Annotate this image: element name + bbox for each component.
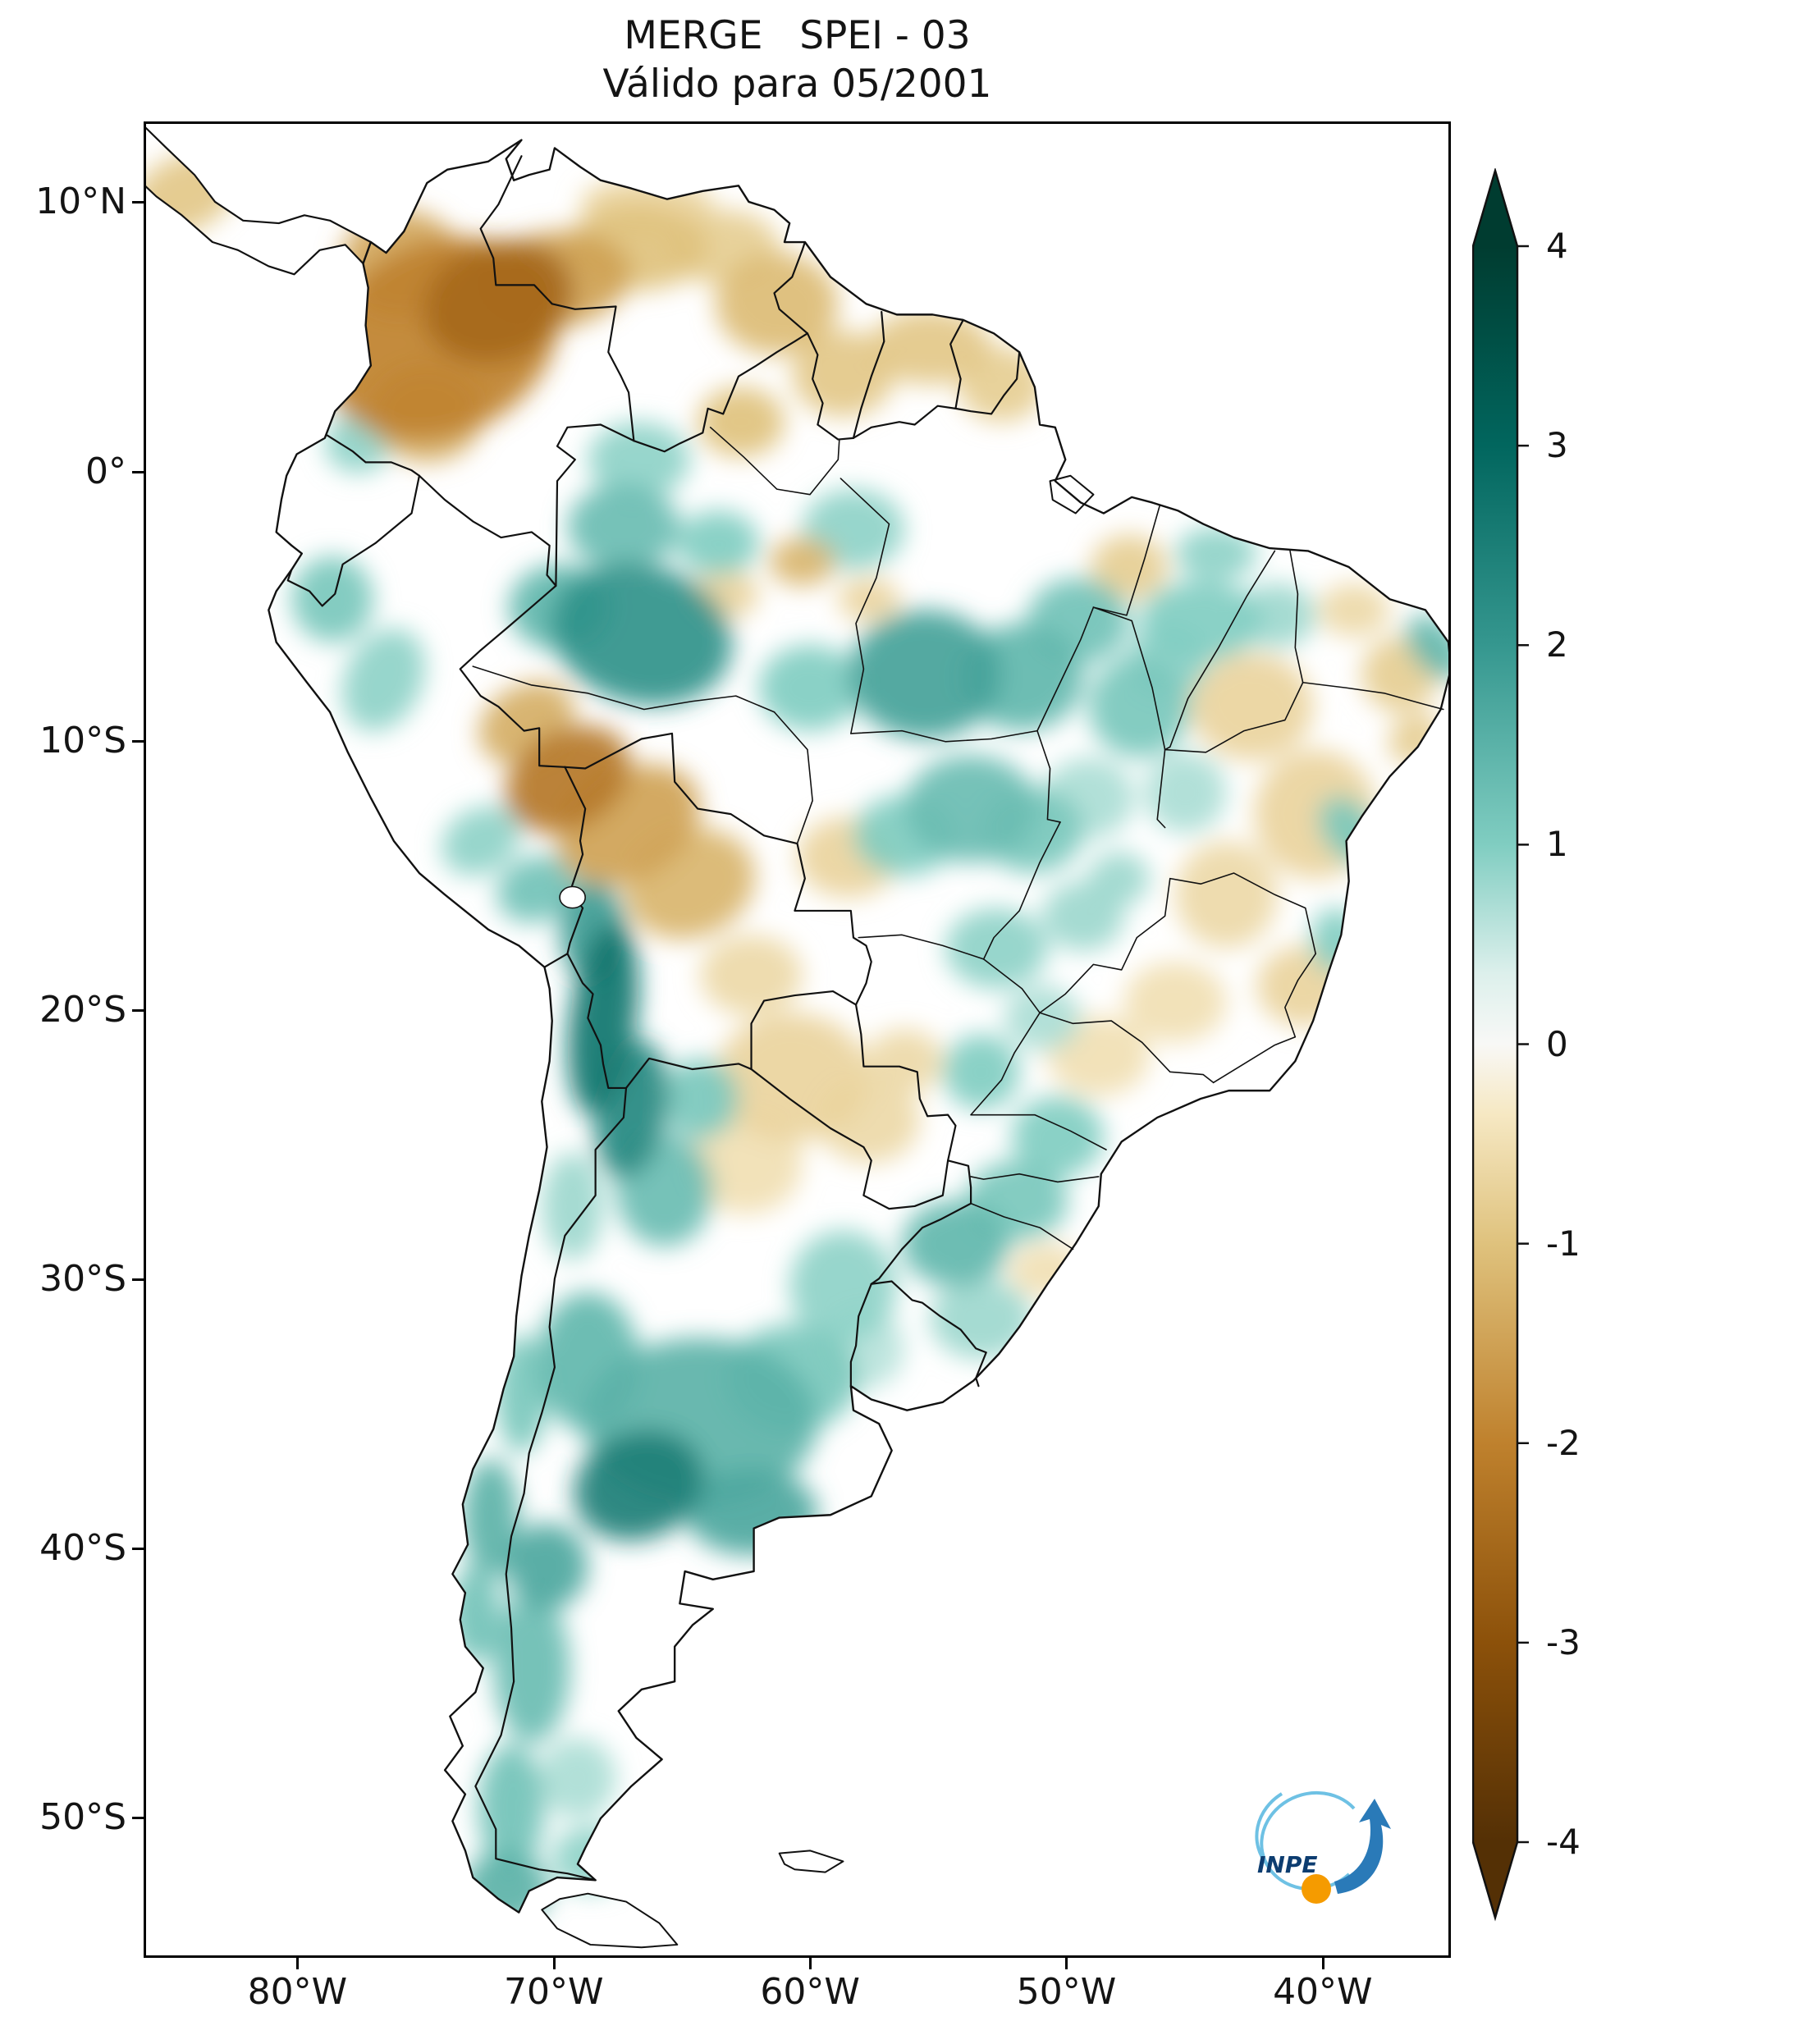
colorbar-tick-label: 1 [1546, 824, 1568, 865]
x-tick-label: 40°W [1273, 1971, 1373, 2013]
y-tick-label: 50°S [39, 1796, 126, 1839]
y-tick-label: 20°S [39, 988, 126, 1031]
y-tick-mark [132, 1548, 144, 1551]
map-frame [144, 121, 1451, 1958]
colorbar-tick-label: -4 [1546, 1822, 1581, 1862]
x-tick-mark [1065, 1958, 1068, 1969]
x-tick-label: 50°W [1016, 1971, 1117, 2013]
map-canvas [146, 124, 1448, 1949]
colorbar-tick-label: -2 [1546, 1422, 1581, 1463]
inpe-logo-sun [1302, 1874, 1331, 1904]
chart-title: MERGE SPEI - 03 [624, 13, 971, 58]
colorbar-tick-label: 3 [1546, 425, 1568, 466]
y-tick-label: 30°S [39, 1258, 126, 1301]
y-tick-mark [132, 739, 144, 743]
colorbar [1472, 168, 1529, 1922]
inpe-logo-text: INPE [1257, 1851, 1318, 1878]
colorbar-tick-label: -3 [1546, 1621, 1581, 1662]
colorbar-tick-label: 4 [1546, 226, 1568, 266]
x-tick-mark [296, 1958, 300, 1969]
chart-title-block: MERGE SPEI - 03 Válido para 05/2001 [144, 11, 1451, 108]
colorbar-tick-label: 0 [1546, 1023, 1568, 1064]
x-tick-mark [809, 1958, 812, 1969]
chart-subtitle: Válido para 05/2001 [602, 62, 992, 107]
y-tick-mark [132, 470, 144, 473]
x-tick-label: 70°W [504, 1971, 604, 2013]
y-tick-mark [132, 201, 144, 204]
inpe-logo-arrow [1334, 1799, 1391, 1894]
y-tick-label: 40°S [39, 1527, 126, 1570]
colorbar-tick-label: -1 [1546, 1223, 1581, 1264]
inpe-logo: INPE [1255, 1790, 1391, 1904]
x-tick-label: 60°W [760, 1971, 860, 2013]
colorbar-tick-label: 2 [1546, 624, 1568, 665]
x-tick-mark [552, 1958, 556, 1969]
x-tick-mark [1321, 1958, 1324, 1969]
y-tick-mark [132, 1278, 144, 1282]
y-tick-mark [132, 1817, 144, 1820]
y-tick-label: 10°N [35, 181, 126, 223]
y-tick-label: 10°S [39, 719, 126, 761]
y-tick-mark [132, 1008, 144, 1012]
x-tick-label: 80°W [247, 1971, 348, 2013]
y-tick-label: 0° [85, 450, 126, 492]
